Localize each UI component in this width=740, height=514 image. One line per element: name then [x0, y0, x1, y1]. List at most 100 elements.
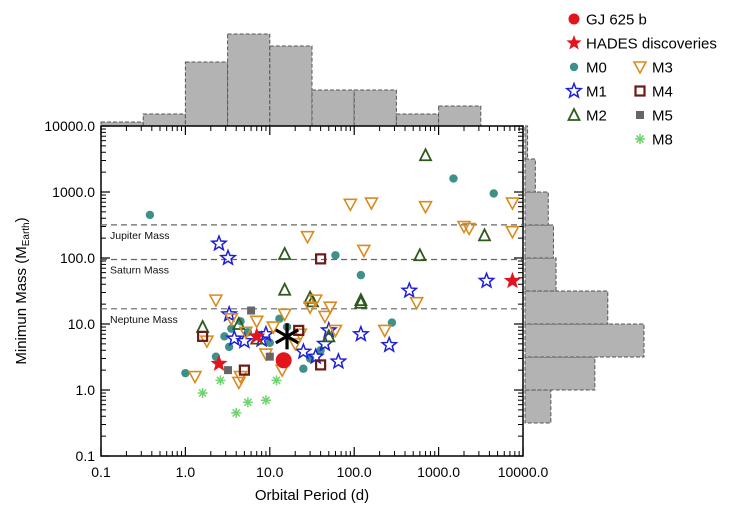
m1-point — [329, 351, 348, 370]
m2-point — [412, 247, 427, 262]
m3-point — [302, 301, 318, 315]
m1-point — [256, 324, 276, 342]
m3-point — [238, 326, 254, 340]
mass-histogram-bar — [524, 191, 549, 226]
x-tick-label: 10.0 — [256, 464, 283, 480]
m0-point — [145, 210, 155, 220]
legend-marker-gj625 — [568, 13, 580, 25]
m3-point — [418, 200, 433, 215]
legend: GJ 625 b HADES discoveries M0 M3 M1 M4 M2 M5 M8 — [564, 12, 717, 149]
legend-label-m5: M5 — [652, 108, 673, 125]
legend-label-m1: M1 — [586, 84, 607, 101]
m3-point — [356, 244, 372, 259]
reference-line-label: Saturn Mass — [110, 264, 169, 276]
m3-point — [505, 197, 520, 211]
m0-point — [220, 332, 229, 341]
legend-marker-m8 — [635, 134, 645, 144]
mass-histogram-bar — [524, 125, 529, 160]
m3-point — [342, 198, 358, 213]
m2-point — [353, 294, 368, 309]
m3-point — [249, 315, 265, 329]
m1-point — [400, 281, 419, 299]
reference-lines: Jupiter Mass Saturn Mass Neptune Mass — [101, 224, 523, 326]
x-axis-title: Orbital Period (d) — [255, 487, 369, 504]
legend-marker-m1 — [564, 81, 584, 99]
m3-point — [328, 324, 343, 339]
legend-marker-m2 — [567, 106, 581, 121]
m0-point — [489, 189, 498, 198]
m0-point — [224, 342, 234, 352]
reference-line-label: Jupiter Mass — [110, 230, 170, 242]
period-histogram-bar — [438, 105, 482, 127]
y-axis: 0.1 1.0 10.0 100.0 1000.0 10000.0 — [44, 118, 523, 464]
m3-point — [231, 376, 247, 391]
mass-histogram-bar — [524, 290, 609, 325]
period-histogram-bar — [353, 89, 397, 127]
m0-point — [275, 314, 284, 323]
m2-point — [353, 292, 368, 307]
m3-point — [505, 225, 520, 240]
m8-point — [231, 407, 242, 418]
x-tick-label: 0.1 — [91, 464, 111, 480]
m2-point — [231, 315, 246, 330]
m3-point — [308, 294, 324, 308]
mass-histogram-bar — [524, 224, 554, 259]
m3-point — [409, 296, 425, 311]
m0-point — [299, 364, 308, 373]
y-axis-title: Minimun Mass (MEarth) — [13, 217, 32, 364]
m0-point — [449, 174, 458, 183]
legend-label-m4: M4 — [652, 84, 673, 101]
legend-marker-m5 — [636, 111, 644, 119]
m3-point — [300, 230, 315, 245]
m3-point — [277, 308, 293, 323]
legend-item-gj625: GJ 625 b — [568, 12, 647, 29]
m0-point — [356, 270, 366, 280]
m1-point — [319, 320, 338, 339]
y-tick-label: 1.0 — [76, 382, 96, 398]
m3-point — [265, 321, 281, 335]
period-histogram-bar — [184, 61, 229, 127]
m1-point — [235, 331, 254, 349]
m2-point — [418, 147, 433, 162]
m1-point — [351, 324, 371, 342]
x-tick-label: 1000.0 — [417, 464, 460, 480]
highlight-asterisk-marker — [274, 323, 300, 350]
legend-item-m8: M8 — [635, 132, 673, 149]
x-tick-label: 10000.0 — [498, 464, 549, 480]
m2-point — [277, 245, 292, 260]
data-points — [145, 147, 522, 418]
m4-point — [197, 330, 209, 342]
mass-histogram — [524, 125, 645, 424]
legend-item-m5: M5 — [636, 108, 673, 125]
mass-histogram-bar — [524, 323, 645, 358]
m8-point — [197, 388, 208, 399]
mass-histogram-bar — [524, 356, 596, 391]
m3-point — [208, 294, 224, 308]
m8-point — [260, 395, 271, 406]
y-tick-label: 0.1 — [76, 448, 96, 464]
legend-item-m3: M3 — [632, 60, 673, 77]
y-tick-label: 10000.0 — [44, 118, 95, 134]
m3-point — [461, 222, 477, 237]
legend-item-m2: M2 — [567, 106, 607, 125]
m1-point — [220, 304, 239, 323]
m1-point — [294, 342, 313, 360]
m1-point — [225, 329, 244, 347]
mass-histogram-bar — [524, 257, 557, 292]
m4-point — [315, 253, 327, 265]
m1-point — [380, 335, 399, 353]
mass-histogram-bar — [524, 158, 536, 193]
legend-marker-m0 — [569, 62, 579, 72]
m1-point — [477, 271, 496, 289]
m3-point — [322, 301, 338, 315]
m2-point — [321, 328, 336, 343]
m0-point — [265, 338, 274, 347]
legend-label-hades: HADES discoveries — [586, 36, 717, 53]
m3-point — [364, 197, 379, 211]
m0-point — [331, 251, 340, 260]
legend-item-m4: M4 — [634, 84, 673, 101]
m3-point — [317, 310, 333, 325]
legend-label-gj625: GJ 625 b — [586, 12, 647, 29]
reference-line-label: Neptune Mass — [110, 314, 178, 326]
y-tick-label: 100.0 — [60, 250, 95, 266]
